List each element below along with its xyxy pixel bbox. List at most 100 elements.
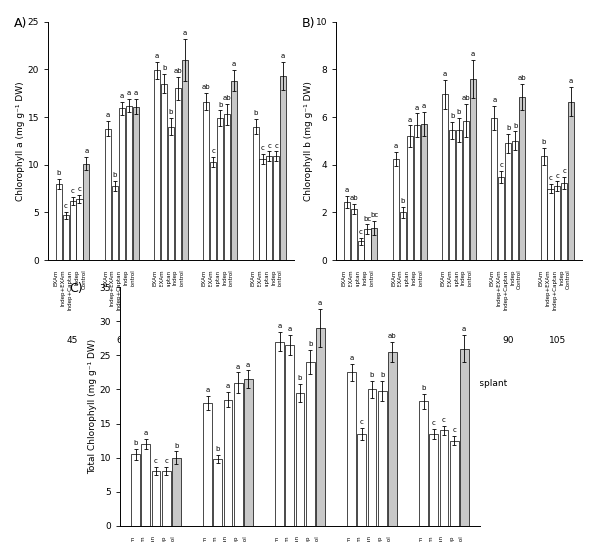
Bar bbox=[224, 399, 232, 526]
Bar bbox=[364, 229, 371, 260]
Text: a: a bbox=[350, 354, 354, 361]
Text: bc: bc bbox=[370, 212, 379, 218]
Text: a: a bbox=[443, 71, 448, 78]
Text: b: b bbox=[450, 113, 454, 119]
Bar bbox=[217, 118, 223, 260]
Bar bbox=[449, 130, 455, 260]
Bar bbox=[407, 136, 413, 260]
Text: b: b bbox=[218, 101, 223, 107]
Text: ab: ab bbox=[388, 333, 397, 339]
Text: c: c bbox=[274, 143, 278, 149]
Bar bbox=[133, 107, 139, 260]
Text: b: b bbox=[513, 122, 517, 128]
Bar bbox=[161, 83, 167, 260]
Text: Indep: Indep bbox=[510, 270, 515, 285]
Bar bbox=[316, 328, 325, 526]
Text: a: a bbox=[232, 61, 236, 67]
Text: 45: 45 bbox=[355, 337, 366, 345]
Text: c: c bbox=[442, 417, 446, 423]
Bar bbox=[172, 457, 181, 526]
Bar bbox=[463, 121, 469, 260]
Bar bbox=[119, 108, 125, 260]
Text: c: c bbox=[359, 229, 362, 235]
Y-axis label: Chlorophyll a (mg g⁻¹ DW): Chlorophyll a (mg g⁻¹ DW) bbox=[16, 81, 25, 201]
Bar bbox=[231, 81, 237, 260]
Text: c: c bbox=[452, 427, 456, 433]
Text: Indep: Indep bbox=[233, 535, 238, 542]
Text: Control: Control bbox=[387, 535, 392, 542]
Text: b: b bbox=[457, 109, 461, 115]
Bar bbox=[259, 159, 266, 260]
Bar bbox=[275, 342, 284, 526]
Text: EXAm: EXAm bbox=[152, 270, 157, 286]
Text: a: a bbox=[569, 79, 574, 85]
Bar bbox=[83, 164, 89, 260]
Text: 45: 45 bbox=[67, 337, 78, 345]
Text: a: a bbox=[236, 364, 240, 370]
Text: ab: ab bbox=[223, 95, 232, 101]
Text: Indep+EXAm: Indep+EXAm bbox=[545, 270, 551, 306]
Text: EXAm: EXAm bbox=[490, 270, 494, 286]
Text: c: c bbox=[562, 168, 566, 174]
Bar bbox=[371, 228, 377, 260]
Text: Indep+Captan: Indep+Captan bbox=[405, 270, 410, 310]
Text: 60: 60 bbox=[116, 337, 128, 345]
Text: EXAm: EXAm bbox=[251, 270, 256, 286]
Y-axis label: Total Chlorophyll (mg g⁻¹ DW): Total Chlorophyll (mg g⁻¹ DW) bbox=[88, 339, 97, 474]
Text: Control: Control bbox=[278, 270, 283, 289]
Text: EXAm: EXAm bbox=[440, 270, 445, 286]
Bar bbox=[125, 106, 132, 260]
Text: ab: ab bbox=[461, 95, 470, 101]
Text: Indep+Captan: Indep+Captan bbox=[166, 270, 171, 310]
Text: Control: Control bbox=[566, 270, 571, 289]
Text: Indep: Indep bbox=[362, 270, 367, 285]
Text: 90: 90 bbox=[502, 337, 514, 345]
Text: EXAm: EXAm bbox=[419, 535, 424, 542]
Bar bbox=[161, 471, 170, 526]
Text: c: c bbox=[154, 459, 158, 464]
Bar bbox=[105, 128, 111, 260]
Bar bbox=[154, 70, 160, 260]
Text: Indep+EXAm: Indep+EXAm bbox=[447, 270, 452, 306]
Text: ab: ab bbox=[349, 195, 358, 201]
Text: a: a bbox=[246, 362, 250, 367]
Bar bbox=[273, 156, 280, 260]
Text: b: b bbox=[401, 198, 405, 204]
Text: b: b bbox=[174, 443, 178, 449]
Text: EXAm: EXAm bbox=[391, 270, 396, 286]
Text: c: c bbox=[71, 188, 74, 195]
Bar bbox=[142, 444, 151, 526]
Text: c: c bbox=[556, 172, 559, 179]
Text: Control: Control bbox=[370, 270, 374, 289]
Bar bbox=[347, 372, 356, 526]
Text: Indep+Captan: Indep+Captan bbox=[223, 535, 228, 542]
Text: a: a bbox=[182, 30, 187, 36]
Bar bbox=[214, 459, 223, 526]
Bar bbox=[62, 215, 69, 260]
Bar bbox=[296, 393, 304, 526]
Text: b: b bbox=[162, 65, 166, 72]
Text: Control: Control bbox=[82, 270, 86, 289]
Text: EXAm: EXAm bbox=[347, 535, 352, 542]
Bar bbox=[112, 186, 118, 260]
Text: a: a bbox=[155, 53, 160, 59]
Bar bbox=[244, 379, 253, 526]
Text: Indep+EXAm: Indep+EXAm bbox=[398, 270, 403, 306]
Text: EXAm: EXAm bbox=[103, 270, 108, 286]
Bar bbox=[358, 434, 367, 526]
Text: Indep+Captan: Indep+Captan bbox=[439, 535, 444, 542]
Bar bbox=[131, 454, 140, 526]
Text: Days after transplant: Days after transplant bbox=[123, 379, 219, 389]
Text: Indep+EXAm: Indep+EXAm bbox=[357, 535, 362, 542]
Text: a: a bbox=[106, 112, 110, 118]
Text: Control: Control bbox=[315, 535, 320, 542]
Text: b: b bbox=[56, 170, 61, 176]
Text: Indep: Indep bbox=[173, 270, 178, 285]
Text: b: b bbox=[506, 125, 511, 131]
Text: Control: Control bbox=[180, 270, 185, 289]
Text: a: a bbox=[462, 326, 466, 332]
Bar bbox=[76, 199, 83, 260]
Text: b: b bbox=[113, 172, 117, 178]
Text: c: c bbox=[499, 162, 503, 168]
Text: Indep+EXAm: Indep+EXAm bbox=[208, 270, 214, 306]
